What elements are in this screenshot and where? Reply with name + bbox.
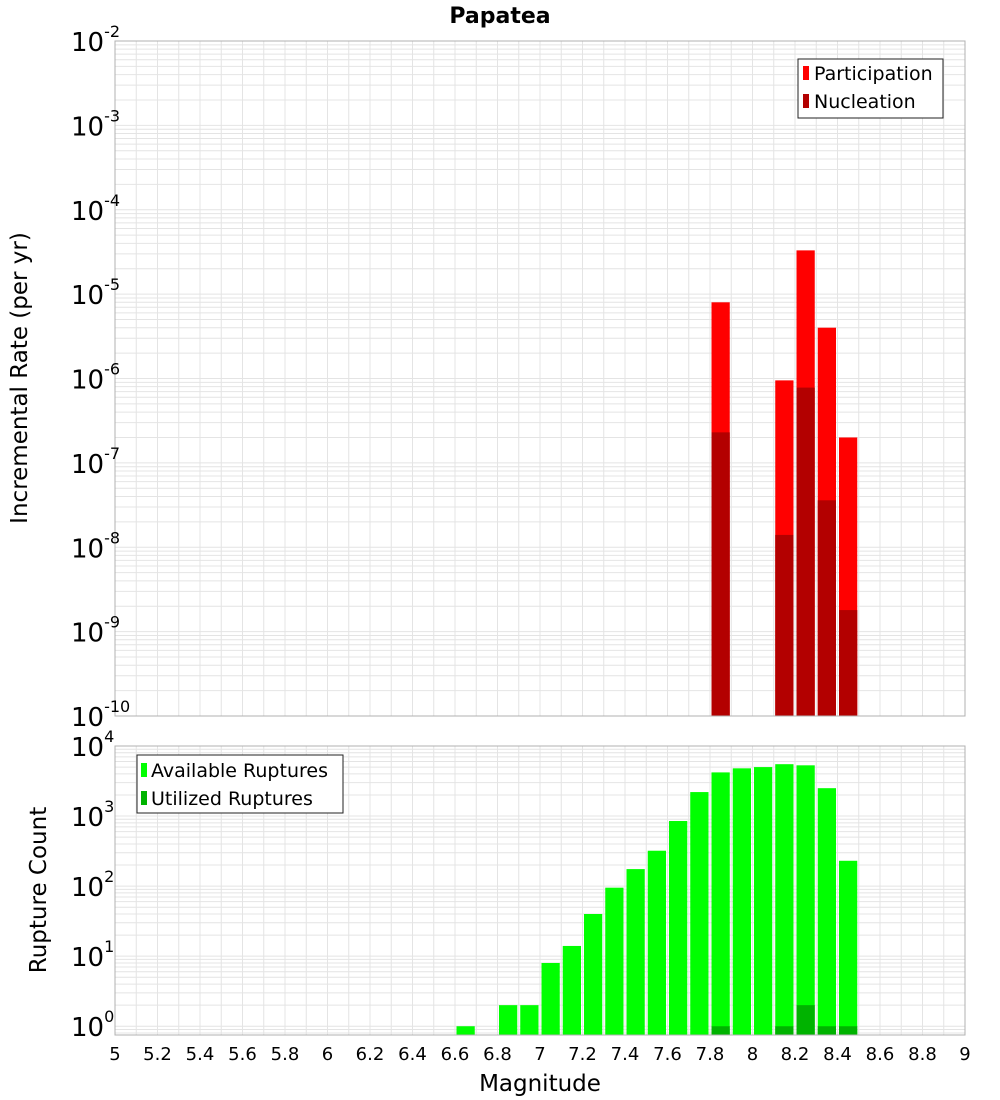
utilized-bar xyxy=(796,1005,815,1035)
rate-y-tick-label: 10-7 xyxy=(71,444,120,480)
available-legend-label: Available Ruptures xyxy=(151,760,328,782)
x-tick-label: 8.8 xyxy=(908,1044,937,1065)
count-legend: Available Ruptures Utilized Ruptures xyxy=(136,754,344,814)
rate-legend-box xyxy=(797,58,944,119)
available-bar xyxy=(754,767,773,1035)
rate-y-tick-label: 10-4 xyxy=(71,191,120,227)
x-tick-label: 5.2 xyxy=(143,1044,172,1065)
available-bar xyxy=(626,869,645,1035)
rate-panel: 10-2 10-3 10-4 10-5 10-6 10-7 10-8 10-9 10-10 In… xyxy=(7,22,966,733)
x-tick-label: 7.6 xyxy=(653,1044,682,1065)
rate-y-ticks: 10-2 10-3 10-4 10-5 10-6 10-7 10-8 10-9 10-10 xyxy=(71,22,130,733)
x-tick-label: 7 xyxy=(534,1044,545,1065)
available-bar xyxy=(520,1005,539,1035)
x-tick-label: 6.6 xyxy=(441,1044,470,1065)
available-bar xyxy=(796,765,815,1035)
x-ticks: 5 5.2 5.4 5.6 5.8 6 6.2 6.4 6.6 6.8 7 7.2 7.4 7.6 7.8 8… xyxy=(109,1044,970,1065)
available-bar xyxy=(647,850,666,1035)
x-axis-label: Magnitude xyxy=(479,1071,601,1097)
nucleation-bar xyxy=(711,432,730,716)
rate-y-tick-label: 10-9 xyxy=(71,613,120,649)
count-panel: 104 103 102 101 100 Rupture Count Available … xyxy=(26,727,966,1043)
available-bar xyxy=(817,788,836,1035)
x-tick-label: 5.4 xyxy=(186,1044,215,1065)
x-tick-label: 7.8 xyxy=(696,1044,725,1065)
x-tick-label: 6.8 xyxy=(483,1044,512,1065)
available-bar xyxy=(456,1026,475,1035)
count-legend-box xyxy=(136,754,344,814)
x-tick-label: 5.8 xyxy=(271,1044,300,1065)
nucleation-bar xyxy=(796,387,815,716)
count-y-tick-label: 103 xyxy=(71,797,114,833)
x-tick-label: 7.2 xyxy=(568,1044,597,1065)
x-tick-label: 5 xyxy=(109,1044,120,1065)
nucleation-legend-swatch xyxy=(803,94,809,108)
participation-legend-label: Participation xyxy=(814,63,933,85)
utilized-bar xyxy=(839,1026,858,1035)
x-tick-label: 8 xyxy=(747,1044,758,1065)
x-tick-label: 8.4 xyxy=(823,1044,852,1065)
available-bar xyxy=(541,962,560,1035)
utilized-legend-label: Utilized Ruptures xyxy=(151,788,313,810)
count-plot-frame xyxy=(114,745,966,1036)
x-tick-label: 8.6 xyxy=(866,1044,895,1065)
available-bar xyxy=(584,914,603,1035)
utilized-legend-swatch xyxy=(141,791,147,805)
nucleation-legend-label: Nucleation xyxy=(814,91,916,113)
rate-plot-frame xyxy=(114,40,966,717)
rate-y-tick-label: 10-8 xyxy=(71,528,120,564)
rate-y-tick-label: 10-10 xyxy=(71,697,130,733)
nucleation-bar xyxy=(817,500,836,716)
available-bar xyxy=(669,821,688,1035)
x-tick-label: 5.6 xyxy=(228,1044,257,1065)
rate-y-tick-label: 10-2 xyxy=(71,22,120,58)
count-y-axis-label: Rupture Count xyxy=(26,807,52,973)
count-y-ticks: 104 103 102 101 100 xyxy=(71,727,114,1043)
x-tick-label: 9 xyxy=(959,1044,970,1065)
rate-y-tick-label: 10-3 xyxy=(71,106,120,142)
rate-y-tick-label: 10-5 xyxy=(71,275,120,311)
x-tick-label: 6 xyxy=(322,1044,333,1065)
available-bar xyxy=(711,772,730,1035)
x-tick-label: 8.2 xyxy=(781,1044,810,1065)
utilized-bar xyxy=(711,1026,730,1035)
available-bar xyxy=(775,764,794,1035)
utilized-bar xyxy=(775,1026,794,1035)
count-bars xyxy=(456,764,858,1035)
rate-y-axis-label: Incremental Rate (per yr) xyxy=(7,232,33,524)
available-bar xyxy=(499,1005,518,1035)
nucleation-bar xyxy=(839,610,858,716)
nucleation-bar xyxy=(775,534,794,716)
available-bar xyxy=(605,887,624,1035)
x-tick-label: 6.2 xyxy=(356,1044,385,1065)
rate-grid xyxy=(114,40,966,717)
available-legend-swatch xyxy=(141,763,147,777)
x-tick-label: 7.4 xyxy=(611,1044,640,1065)
available-bar xyxy=(562,945,581,1035)
available-bar xyxy=(732,768,751,1035)
count-y-tick-label: 104 xyxy=(71,727,114,763)
rate-y-tick-label: 10-6 xyxy=(71,360,120,396)
chart-title: Papatea xyxy=(449,4,550,29)
rate-bars xyxy=(711,250,858,717)
count-y-tick-label: 102 xyxy=(71,867,114,903)
x-tick-label: 6.4 xyxy=(398,1044,427,1065)
participation-legend-swatch xyxy=(803,66,809,80)
available-bar xyxy=(839,860,858,1035)
available-bar xyxy=(690,792,709,1035)
count-y-tick-label: 100 xyxy=(71,1007,114,1043)
utilized-bar xyxy=(817,1026,836,1035)
count-y-tick-label: 101 xyxy=(71,937,114,973)
rate-legend: Participation Nucleation xyxy=(797,58,944,119)
